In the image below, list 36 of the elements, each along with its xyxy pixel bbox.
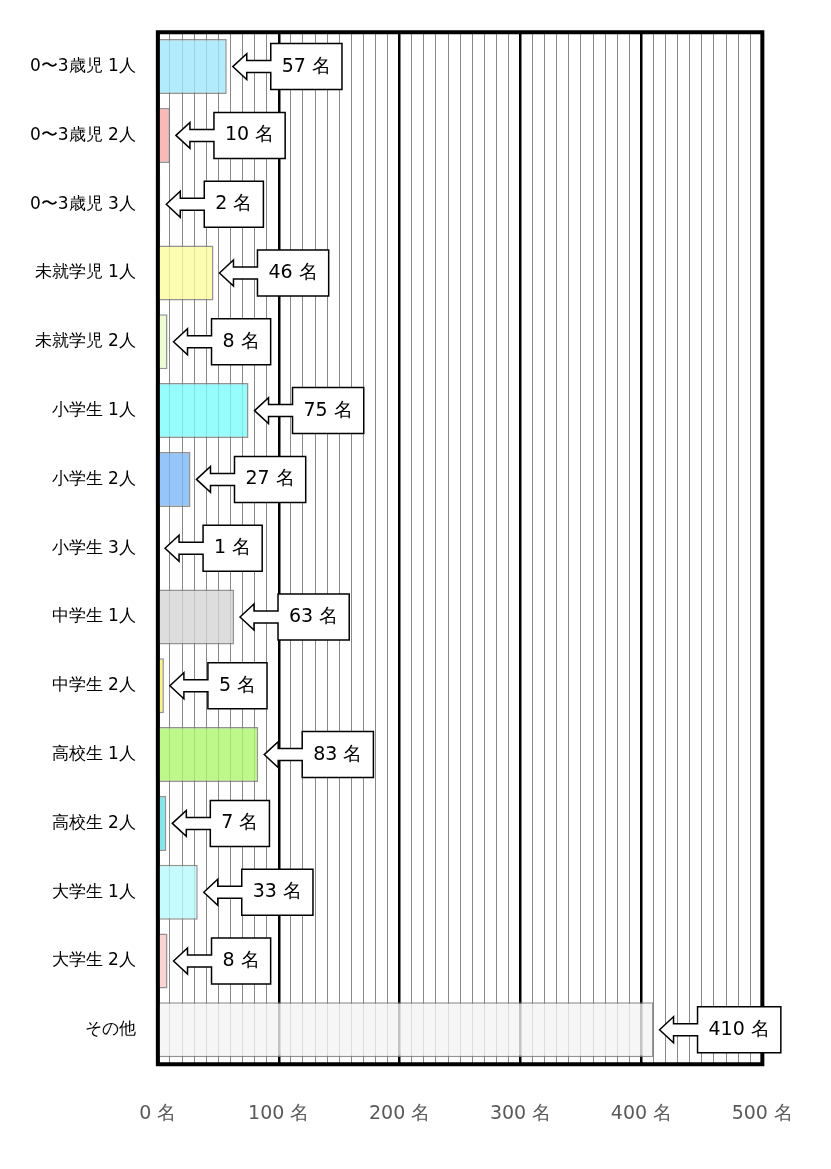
x-tick-label: 300 名 [489, 1100, 552, 1123]
data-label: 410 名 [708, 1016, 770, 1039]
y-tick-label: 未就学児 2人 [34, 330, 136, 351]
y-tick-label: 高校生 1人 [51, 743, 136, 764]
x-tick-label: 100 名 [248, 1100, 310, 1123]
y-tick-label: 0〜3歳児 1人 [29, 55, 136, 76]
data-label: 83 名 [313, 741, 363, 764]
y-tick-label: 0〜3歳児 2人 [29, 123, 136, 144]
data-label: 7 名 [221, 810, 259, 833]
data-label: 2 名 [215, 191, 253, 214]
y-tick-label: 高校生 2人 [51, 811, 136, 832]
y-tick-label: その他 [84, 1018, 136, 1039]
data-label: 33 名 [252, 879, 302, 902]
x-tick-label: 0 名 [139, 1100, 177, 1123]
y-tick-label: 大学生 1人 [51, 880, 136, 901]
data-label: 57 名 [281, 53, 331, 76]
data-label: 10 名 [224, 122, 275, 145]
data-label: 1 名 [214, 535, 252, 558]
y-tick-label: 大学生 2人 [51, 949, 136, 970]
y-tick-label: 未就学児 1人 [34, 261, 136, 282]
y-tick-label: 小学生 1人 [51, 399, 136, 420]
y-tick-label: 0〜3歳児 3人 [29, 192, 136, 213]
x-tick-label: 400 名 [610, 1100, 673, 1123]
data-label: 8 名 [222, 947, 260, 970]
y-tick-label: 中学生 2人 [51, 674, 136, 695]
y-tick-label: 小学生 3人 [51, 536, 136, 557]
data-label: 75 名 [303, 397, 353, 420]
data-label: 46 名 [268, 259, 318, 282]
data-label: 5 名 [218, 672, 257, 695]
data-label: 8 名 [222, 328, 260, 351]
x-tick-label: 500 名 [731, 1100, 793, 1123]
y-tick-label: 小学生 2人 [51, 467, 136, 488]
y-tick-label: 中学生 1人 [51, 605, 136, 626]
data-label: 27 名 [245, 466, 295, 489]
data-label: 63 名 [289, 603, 339, 626]
x-tick-label: 200 名 [368, 1100, 431, 1123]
